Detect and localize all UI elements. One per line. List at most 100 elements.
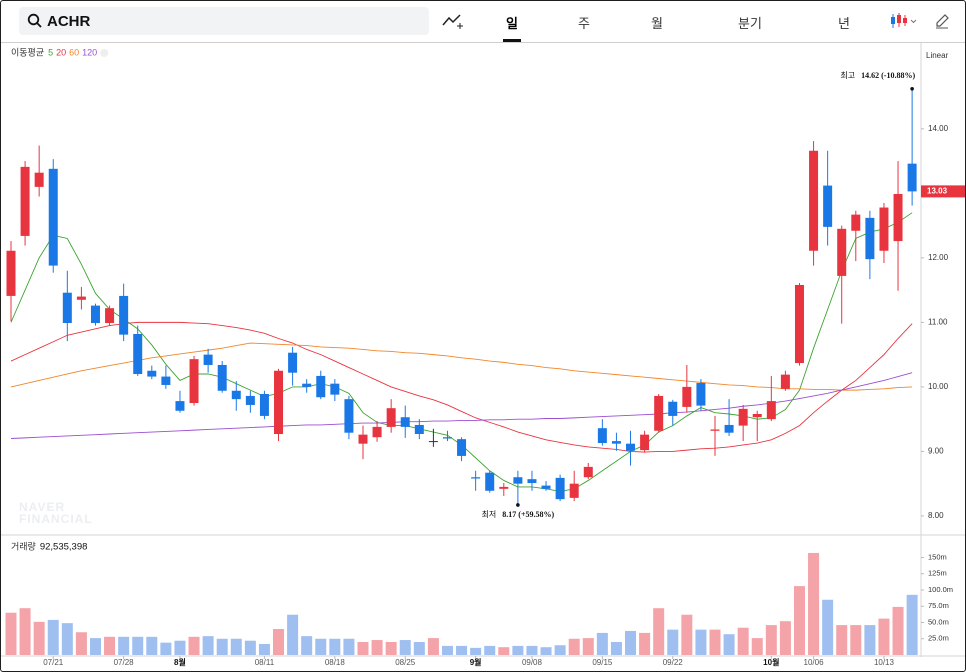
volume-bar bbox=[47, 619, 59, 655]
volume-bar bbox=[836, 625, 848, 655]
candle-body bbox=[471, 477, 481, 479]
candle-body bbox=[231, 390, 241, 400]
indicator-icon[interactable] bbox=[442, 12, 464, 30]
volume-bar bbox=[104, 636, 116, 655]
candle-body bbox=[893, 193, 903, 242]
volume-bar bbox=[188, 636, 200, 655]
x-tick-label: 10월 bbox=[763, 657, 779, 667]
candle-body bbox=[710, 429, 720, 431]
candle-body bbox=[302, 383, 312, 387]
volume-bar bbox=[441, 645, 453, 655]
candle-body bbox=[119, 295, 129, 335]
scale-label: Linear bbox=[926, 51, 949, 60]
volume-bar bbox=[582, 638, 594, 655]
volume-bar bbox=[498, 647, 510, 655]
candle-body bbox=[372, 426, 382, 438]
candle-body bbox=[499, 486, 509, 489]
volume-bar bbox=[610, 642, 622, 655]
volume-bar bbox=[174, 640, 186, 655]
annotation-dot bbox=[910, 87, 914, 91]
tab[interactable]: 일 bbox=[506, 16, 518, 31]
candle-body bbox=[780, 374, 790, 389]
candle-body bbox=[414, 424, 424, 434]
volume-bar bbox=[230, 638, 242, 655]
x-tick-label: 07/21 bbox=[43, 658, 64, 667]
volume-bar bbox=[273, 629, 285, 655]
volume-bar bbox=[399, 640, 411, 655]
legend-entry: 120 bbox=[82, 47, 97, 57]
volume-bar bbox=[132, 636, 144, 655]
candle-body bbox=[640, 434, 650, 451]
volume-bar bbox=[19, 608, 31, 655]
candle-body bbox=[555, 477, 565, 500]
volume-bar bbox=[61, 623, 73, 655]
x-tick-label: 07/28 bbox=[114, 658, 135, 667]
y-tick-label: 12.00 bbox=[928, 253, 949, 262]
candle-body bbox=[668, 401, 678, 416]
volume-bar bbox=[765, 625, 777, 655]
search-text: ACHR bbox=[47, 13, 91, 30]
toolbar: ACHR 일 주 월 분기 년 bbox=[1, 1, 965, 43]
y-tick-label: 11.00 bbox=[928, 317, 948, 326]
candle-body bbox=[485, 472, 495, 491]
volume-bar bbox=[751, 638, 763, 655]
tab[interactable]: 년 bbox=[838, 16, 850, 31]
volume-bar bbox=[118, 636, 130, 655]
candle-body bbox=[288, 352, 298, 373]
candle-body bbox=[274, 370, 284, 434]
candle-body bbox=[259, 393, 269, 416]
draw-icon[interactable] bbox=[934, 13, 950, 29]
candle-body bbox=[6, 250, 16, 296]
candle-body bbox=[527, 479, 537, 484]
price-tag-label: 13.03 bbox=[927, 187, 948, 196]
x-tick-label: 8월 bbox=[174, 657, 186, 667]
candle-body bbox=[597, 428, 607, 444]
legend-close bbox=[100, 49, 109, 57]
volume-bar bbox=[709, 629, 721, 655]
candle-body bbox=[245, 395, 255, 405]
legend-entry: 5 bbox=[48, 47, 53, 57]
volume-bar bbox=[568, 638, 580, 655]
x-tick-label: 09/15 bbox=[592, 658, 613, 667]
x-tick-label: 08/11 bbox=[255, 658, 275, 667]
candle-body bbox=[682, 386, 692, 407]
ma-line bbox=[10, 372, 913, 439]
candle-body bbox=[330, 383, 340, 395]
volume-bar bbox=[258, 643, 270, 655]
tab[interactable]: 월 bbox=[651, 16, 663, 31]
y-tick-label: 100.0m bbox=[928, 585, 953, 594]
volume-bar bbox=[329, 638, 341, 655]
volume-bar bbox=[146, 636, 158, 655]
volume-bar bbox=[357, 642, 369, 655]
x-tick-label: 9월 bbox=[470, 657, 482, 667]
y-tick-label: 125m bbox=[928, 569, 947, 578]
volume-bar bbox=[216, 638, 228, 655]
candle-body bbox=[569, 483, 579, 498]
y-tick-label: 14.00 bbox=[928, 124, 949, 133]
volume-bar bbox=[822, 599, 834, 655]
tab[interactable]: 분기 bbox=[738, 16, 762, 31]
candle-body bbox=[626, 443, 636, 451]
volume-bar bbox=[681, 614, 693, 655]
volume-bar bbox=[89, 638, 101, 655]
candle-body bbox=[76, 296, 86, 300]
volume-bar bbox=[878, 618, 890, 655]
candle-body bbox=[442, 437, 452, 439]
x-tick-label: 08/25 bbox=[395, 658, 416, 667]
search-box[interactable]: ACHR bbox=[19, 7, 429, 35]
volume-bar bbox=[202, 636, 214, 655]
x-tick-label: 08/18 bbox=[325, 658, 346, 667]
candle-body bbox=[766, 401, 776, 420]
candle-body bbox=[865, 217, 875, 260]
candle-body bbox=[217, 364, 227, 391]
candle-body bbox=[457, 439, 467, 456]
candle-body bbox=[428, 441, 438, 443]
tab[interactable]: 주 bbox=[578, 16, 590, 31]
volume-bar bbox=[779, 621, 791, 655]
candle-body bbox=[724, 424, 734, 433]
chart-type-icon[interactable] bbox=[889, 12, 919, 32]
volume-bar bbox=[653, 608, 665, 655]
candle-body bbox=[62, 292, 72, 324]
annotation-text: 최저 8.17 (+59.58%) bbox=[482, 509, 555, 519]
volume-bar bbox=[413, 642, 425, 655]
